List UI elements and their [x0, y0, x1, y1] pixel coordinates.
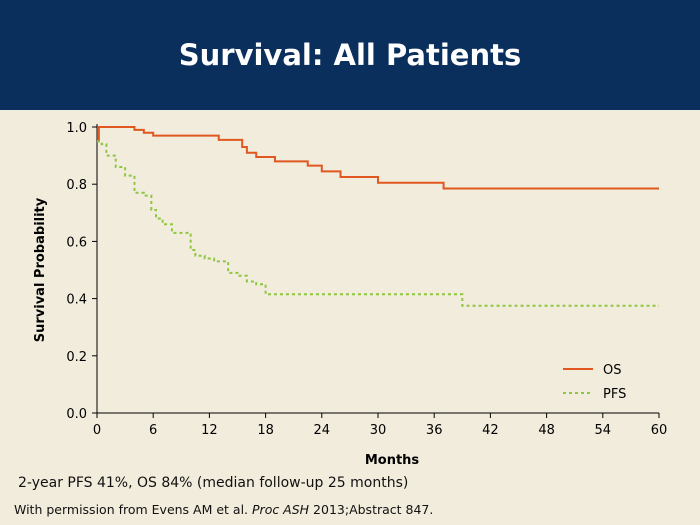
- x-tick-label: 60: [651, 423, 668, 438]
- x-tick-label: 24: [314, 423, 331, 438]
- y-tick-label: 1.0: [66, 121, 87, 136]
- series-pfs-line: [97, 140, 659, 307]
- citation-prefix: With permission from Evens AM et al.: [14, 502, 253, 517]
- chart-legend: OS PFS: [563, 363, 626, 402]
- y-tick-label: 0.4: [66, 293, 87, 308]
- chart-series: [97, 126, 659, 307]
- title-banner: [0, 0, 700, 110]
- y-axis-title: Survival Probability: [33, 197, 48, 342]
- x-tick-label: 48: [538, 423, 555, 438]
- citation-suffix: 2013;Abstract 847.: [309, 502, 434, 517]
- x-tick-label: 18: [257, 423, 274, 438]
- slide-title: Survival: All Patients: [178, 38, 522, 72]
- x-tick-label: 0: [93, 423, 101, 438]
- x-tick-label: 30: [370, 423, 387, 438]
- footnote: 2-year PFS 41%, OS 84% (median follow-up…: [18, 475, 409, 491]
- citation-journal: Proc ASH: [252, 502, 310, 517]
- citation: With permission from Evens AM et al. Pro…: [14, 502, 433, 517]
- survival-chart: 0 6 12 18 24 30 36 42 48 54 60 0.0 0.2 0.4 0.6 0.8 1.0 Mo…: [33, 121, 667, 468]
- legend-os-label: OS: [603, 363, 621, 378]
- y-tick-label: 0.6: [66, 235, 87, 250]
- legend-pfs-label: PFS: [603, 387, 626, 402]
- x-axis-title: Months: [365, 453, 420, 468]
- x-tick-label: 42: [482, 423, 499, 438]
- x-tick-label: 54: [595, 423, 612, 438]
- x-tick-label: 36: [426, 423, 443, 438]
- y-tick-label: 0.0: [66, 407, 87, 422]
- chart-axes: 0 6 12 18 24 30 36 42 48 54 60 0.0 0.2 0.4 0.6 0.8 1.0 Mo…: [33, 121, 667, 468]
- y-tick-label: 0.8: [66, 178, 87, 193]
- y-tick-label: 0.2: [66, 350, 87, 365]
- x-tick-label: 6: [149, 423, 157, 438]
- x-tick-label: 12: [201, 423, 218, 438]
- series-os-line: [97, 126, 659, 190]
